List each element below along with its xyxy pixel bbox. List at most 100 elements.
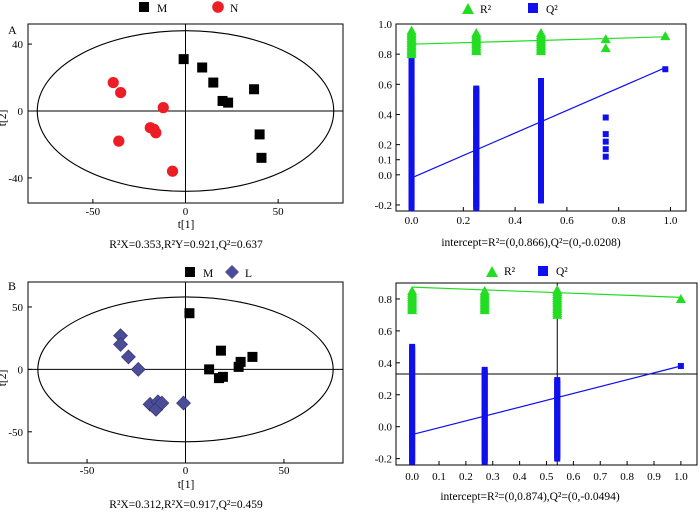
point-m	[204, 364, 215, 375]
legend-label-n: N	[230, 3, 239, 15]
legend-marker-m	[139, 2, 149, 12]
legend-label-q2: Q²	[546, 4, 558, 16]
point-l	[120, 349, 136, 365]
legend-b: M L	[185, 265, 252, 280]
q2-point	[602, 138, 609, 145]
x-tick-label: 0.4	[508, 215, 522, 227]
x-tick-label: 0.0	[405, 215, 419, 227]
y-tick-label: 40	[12, 39, 24, 51]
legend-a: M N	[139, 1, 239, 15]
legend-marker-q2-b	[538, 266, 548, 276]
r2-point	[406, 25, 417, 35]
pca-plot-a: A M N t[2] t[1] R²X=0.353,R²Y=0.921,Q²=0…	[0, 1, 344, 251]
y-tick-label: -40	[8, 173, 23, 185]
r2-point	[675, 293, 686, 303]
q2-point	[602, 114, 609, 121]
x-tick-label: 1.0	[664, 215, 678, 227]
q2-point	[473, 85, 480, 92]
y-tick-label: 0.4	[378, 109, 392, 121]
q2-point	[677, 363, 684, 370]
q2-point	[409, 343, 416, 350]
q2-regression-line	[411, 365, 682, 436]
r2-point	[407, 285, 418, 295]
legend-label-l: L	[245, 268, 252, 280]
point-n	[107, 76, 119, 89]
x-tick-label: 0.3	[486, 471, 500, 483]
legend-marker-q2	[528, 3, 538, 13]
x-tick-label: 0.7	[593, 471, 607, 483]
r2-point	[600, 34, 611, 44]
legend-marker-l	[225, 265, 239, 279]
x-tick-label: 50	[278, 465, 290, 477]
legend-marker-r2-b	[486, 266, 498, 277]
q2-point	[602, 131, 609, 138]
point-n	[150, 127, 162, 139]
y-tick-label: 0.4	[378, 358, 392, 370]
pca-a-caption: R²X=0.353,R²Y=0.921,Q²=0.637	[109, 239, 263, 251]
x-tick-label: 0.4	[513, 471, 527, 483]
y-tick-label: 0.0	[378, 170, 392, 182]
r2-regression-line	[412, 286, 681, 298]
x-tick-label: -50	[86, 206, 101, 218]
y-tick-label: -50	[8, 427, 23, 439]
x-tick-label: 0.9	[647, 471, 661, 483]
point-m	[256, 152, 267, 163]
confidence-ellipse	[36, 30, 335, 192]
point-l	[154, 395, 170, 411]
y-tick-label: 0.6	[378, 326, 392, 338]
x-tick-label: 0.6	[567, 471, 581, 483]
y-tick-label: 50	[12, 302, 24, 314]
q2-point	[662, 66, 669, 73]
r2-point	[600, 43, 611, 53]
point-m	[249, 84, 260, 95]
pca-b-caption: R²X=0.312,R²X=0.917,Q²=0.459	[109, 499, 263, 511]
legend-marker-r2	[462, 3, 474, 14]
x-tick-label: 0.1	[432, 471, 446, 483]
point-m	[217, 371, 228, 382]
pca-plot-b: B M L t[2] t[1] R²X=0.312,R²X=0.917,Q²=0…	[0, 265, 344, 511]
y-tick-label: 0	[18, 364, 24, 376]
r2-point	[660, 31, 671, 41]
q2-point	[602, 146, 609, 153]
point-m	[223, 97, 234, 108]
legend-label-m: M	[157, 3, 167, 15]
confidence-ellipse	[37, 296, 334, 443]
y-tick-label: 0.6	[378, 79, 392, 91]
q2-point	[554, 377, 561, 384]
x-tick-label: 0.0	[405, 471, 419, 483]
point-m	[178, 54, 189, 65]
legend-perm-b: R² Q²	[486, 266, 568, 278]
pca-b-xlabel: t[1]	[178, 479, 195, 491]
legend-label-r2: R²	[480, 4, 492, 16]
perm-b-caption: intercept=R²=(0,0.874),Q²=(0,-0.0494)	[440, 491, 619, 503]
y-tick-label: 0.2	[378, 390, 392, 402]
y-tick-label: 0.2	[378, 140, 392, 152]
x-tick-label: 50	[273, 206, 285, 218]
y-tick-label: 0.1	[378, 155, 392, 167]
x-tick-label: 0.2	[456, 215, 470, 227]
permutation-plot-a: R² Q² intercept=R²=(0,0.866),Q²=(0,-0.02…	[375, 3, 687, 249]
q2-point	[602, 153, 609, 160]
y-tick-label: 0.8	[378, 294, 392, 306]
x-tick-label: 0.2	[459, 471, 473, 483]
point-m	[184, 308, 195, 319]
y-tick-label: 1.0	[378, 19, 392, 31]
perm-a-caption: intercept=R²=(0,0.866),Q²=(0,-0.0208)	[441, 237, 620, 249]
legend-label-r2-b: R²	[504, 266, 516, 278]
panel-label-a: A	[8, 23, 17, 37]
point-l	[130, 361, 146, 377]
r2-point	[552, 285, 563, 295]
point-m	[197, 62, 208, 73]
pca-a-xlabel: t[1]	[178, 219, 195, 231]
q2-point	[481, 366, 488, 373]
panel-label-b: B	[8, 279, 16, 293]
y-tick-label: 0	[18, 106, 24, 118]
y-tick-label: -0.2	[375, 200, 392, 212]
point-m	[235, 356, 246, 367]
y-tick-label: 0.0	[378, 422, 392, 434]
point-n	[113, 135, 125, 147]
r2-point	[479, 285, 490, 295]
x-tick-label: 0	[183, 465, 189, 477]
permutation-plot-b: R² Q² intercept=R²=(0,0.874),Q²=(0,-0.04…	[375, 266, 698, 503]
